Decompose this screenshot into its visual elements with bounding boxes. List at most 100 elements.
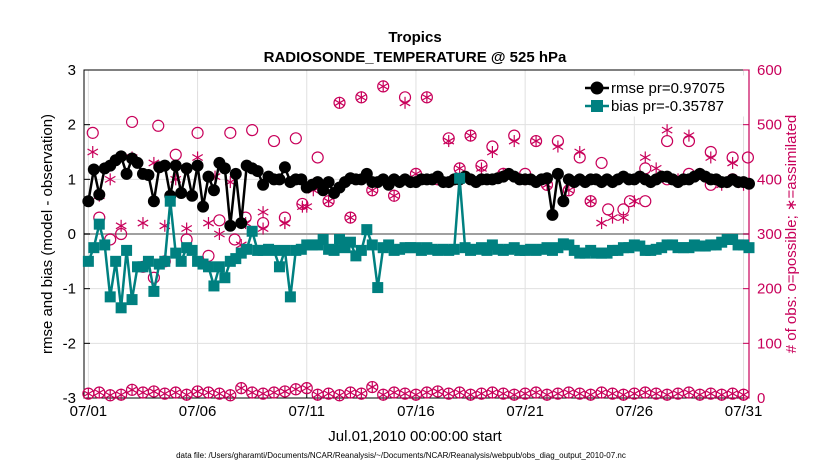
rmse-point	[87, 163, 100, 176]
legend: rmse pr=0.97075 bias pr=-0.35787	[580, 75, 746, 117]
bias-point	[279, 244, 291, 256]
assimilated-point	[607, 387, 619, 400]
rmse-point	[743, 177, 755, 190]
assimilated-point	[475, 162, 487, 175]
bias-point	[454, 172, 466, 184]
assimilated-point	[716, 388, 728, 401]
assimilated-point	[661, 388, 673, 401]
assimilated-point	[683, 386, 695, 399]
asterisk-stroke	[115, 222, 127, 230]
assimilated-point	[454, 386, 466, 399]
asterisk-stroke	[497, 390, 509, 398]
assimilated-point	[727, 387, 739, 400]
asterisk-stroke	[508, 391, 520, 399]
y-tick-label: -1	[63, 281, 76, 298]
asterisk-stroke	[475, 390, 487, 398]
bias-point	[93, 218, 105, 230]
asterisk-stroke	[181, 391, 193, 399]
y-tick-label: 3	[68, 62, 76, 79]
asterisk-stroke	[585, 391, 597, 399]
assimilated-point	[344, 211, 356, 224]
assimilated-point	[355, 387, 367, 400]
bias-point	[104, 291, 116, 303]
assimilated-point	[93, 386, 105, 399]
y-right-tick-label: 400	[757, 171, 782, 188]
asterisk-stroke	[296, 203, 308, 211]
possible-point	[267, 134, 281, 148]
asterisk-stroke	[530, 137, 542, 145]
asterisk-stroke	[596, 389, 608, 397]
asterisk-stroke	[574, 148, 586, 156]
asterisk-stroke	[334, 99, 346, 107]
chart-title: Tropics	[388, 29, 441, 46]
assimilated-point	[530, 135, 542, 148]
bias-point	[115, 302, 127, 314]
asterisk-stroke	[355, 390, 367, 398]
asterisk-stroke	[486, 389, 498, 397]
asterisk-stroke	[421, 389, 433, 397]
rmse-point	[93, 188, 106, 201]
bias-point	[273, 261, 285, 273]
assimilated-point	[202, 386, 214, 399]
asterisk-stroke	[421, 93, 433, 101]
assimilated-point	[628, 195, 640, 208]
assimilated-point	[465, 129, 477, 142]
rmse-point	[207, 184, 220, 197]
asterisk-stroke	[87, 148, 99, 156]
rmse-point	[273, 173, 286, 186]
possible-point	[355, 387, 368, 400]
asterisk-stroke	[202, 389, 214, 397]
asterisk-stroke	[366, 186, 378, 194]
asterisk-stroke	[650, 390, 662, 398]
bias-point	[159, 255, 171, 267]
possible-point	[311, 151, 324, 164]
possible-point	[86, 126, 99, 139]
assimilated-point	[694, 388, 706, 401]
assimilated-point	[246, 386, 258, 399]
assimilated-point	[650, 162, 662, 175]
asterisk-stroke	[727, 159, 739, 167]
asterisk-stroke	[170, 389, 182, 397]
assimilated-point	[377, 80, 389, 93]
possible-point	[366, 380, 379, 394]
bias-point	[246, 225, 258, 237]
y-right-tick-label: 200	[757, 281, 782, 298]
assimilated-point	[574, 146, 586, 158]
rmse-point	[180, 162, 193, 175]
rmse-point	[546, 208, 559, 221]
asterisk-stroke	[552, 390, 564, 398]
asterisk-stroke	[104, 175, 116, 183]
assimilated-point	[585, 388, 597, 401]
rmse-point	[197, 200, 210, 213]
possible-point	[125, 115, 139, 129]
assimilated-point	[650, 387, 662, 400]
legend-rmse-marker	[590, 81, 604, 95]
bias-point	[142, 255, 154, 267]
asterisk-stroke	[683, 389, 695, 397]
bias-point	[355, 244, 367, 256]
asterisk-stroke	[399, 99, 411, 107]
y-right-tick-label: 0	[757, 390, 765, 407]
asterisk-stroke	[574, 390, 586, 398]
assimilated-point	[683, 129, 695, 142]
assimilated-point	[301, 382, 313, 395]
asterisk-stroke	[694, 391, 706, 399]
asterisk-stroke	[312, 391, 324, 399]
assimilated-point	[290, 383, 302, 396]
y-tick-label: -2	[63, 335, 76, 352]
assimilated-point	[443, 387, 455, 400]
rmse-point	[218, 162, 231, 175]
asterisk-stroke	[607, 214, 619, 222]
possible-point	[639, 195, 652, 208]
possible-point	[737, 388, 750, 401]
assimilated-point	[181, 388, 193, 401]
rmse-point	[158, 159, 171, 172]
x-ticks: 07/01 07/06 07/11 07/16 07/21 07/26 07/31	[70, 392, 762, 420]
asterisk-stroke	[279, 219, 291, 227]
possible-point	[228, 233, 241, 246]
assimilated-point	[639, 386, 651, 399]
asterisk-stroke	[192, 387, 204, 395]
assimilated-point	[82, 387, 94, 400]
asterisk-stroke	[104, 391, 116, 399]
assimilated-point	[727, 156, 739, 169]
